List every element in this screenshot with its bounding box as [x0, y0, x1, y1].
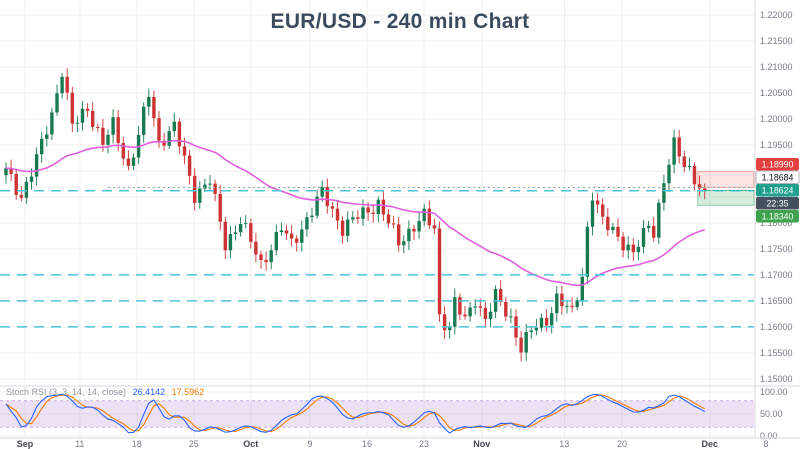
svg-text:Nov: Nov — [473, 439, 490, 449]
moving-average-line — [5, 139, 705, 287]
stoch-band — [0, 400, 754, 428]
svg-text:Oct: Oct — [243, 439, 258, 449]
svg-text:20: 20 — [617, 439, 627, 449]
svg-text:8: 8 — [763, 439, 768, 449]
svg-text:1.15500: 1.15500 — [760, 348, 793, 358]
svg-text:1.18340: 1.18340 — [762, 212, 794, 222]
stoch-k-line — [5, 393, 705, 434]
svg-text:1.19500: 1.19500 — [760, 140, 793, 150]
svg-text:1.18684: 1.18684 — [762, 173, 794, 183]
svg-text:1.21500: 1.21500 — [760, 36, 793, 46]
svg-text:13: 13 — [559, 439, 569, 449]
svg-text:22:35: 22:35 — [766, 199, 788, 209]
level-lines[interactable] — [0, 186, 754, 328]
price-badge-neutral — [755, 170, 800, 185]
svg-text:1.15000: 1.15000 — [760, 374, 793, 384]
svg-text:11: 11 — [75, 439, 84, 449]
support-zone — [697, 190, 755, 206]
price-badges: 1.18990 1.18684 1.18624 22:35 1.18340 — [755, 158, 800, 223]
svg-text:Sep: Sep — [17, 439, 34, 449]
svg-text:1.18500: 1.18500 — [760, 192, 793, 202]
svg-text:16: 16 — [362, 439, 372, 449]
svg-text:Dec: Dec — [701, 439, 718, 449]
time-axis[interactable]: Sep 11 18 25 Oct 9 16 23 Nov 13 20 Dec 8 — [0, 385, 800, 449]
position-zones[interactable] — [697, 171, 755, 206]
svg-text:18: 18 — [132, 439, 142, 449]
svg-text:1.18990: 1.18990 — [762, 160, 794, 170]
price-badge-countdown — [756, 197, 799, 210]
svg-text:1.20000: 1.20000 — [760, 114, 793, 124]
svg-text:1.18624: 1.18624 — [762, 186, 794, 196]
grid-layer — [0, 0, 754, 438]
svg-text:23: 23 — [419, 439, 429, 449]
svg-text:1.22000: 1.22000 — [760, 10, 793, 20]
svg-text:1.18000: 1.18000 — [760, 218, 793, 228]
stoch-rsi-pane[interactable] — [0, 393, 754, 434]
svg-text:1.16000: 1.16000 — [760, 322, 793, 332]
price-badge-green — [756, 210, 799, 223]
svg-text:25: 25 — [189, 439, 199, 449]
svg-text:1.17000: 1.17000 — [760, 270, 793, 280]
candlestick-series — [4, 68, 707, 362]
svg-text:1.21000: 1.21000 — [760, 62, 793, 72]
svg-text:9: 9 — [307, 439, 312, 449]
resistance-zone — [697, 171, 755, 188]
svg-text:100.00: 100.00 — [760, 387, 788, 397]
svg-text:50.00: 50.00 — [760, 409, 783, 419]
svg-text:0.00: 0.00 — [760, 431, 778, 441]
svg-text:1.16500: 1.16500 — [760, 296, 793, 306]
svg-text:1.17500: 1.17500 — [760, 244, 793, 254]
svg-text:1.20500: 1.20500 — [760, 88, 793, 98]
price-badge-red — [756, 158, 799, 171]
price-badge-current — [756, 184, 799, 197]
